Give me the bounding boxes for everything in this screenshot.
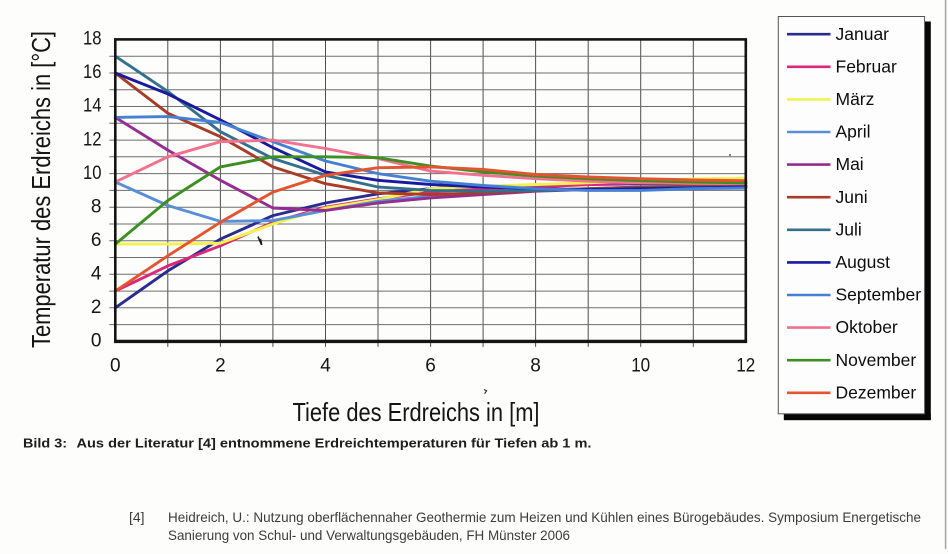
svg-text:Mai: Mai xyxy=(836,154,864,174)
svg-text:2: 2 xyxy=(91,297,102,318)
svg-text:12: 12 xyxy=(736,356,755,377)
svg-text:8: 8 xyxy=(530,356,541,377)
svg-text:Februar: Februar xyxy=(836,56,897,76)
svg-text:14: 14 xyxy=(83,96,102,117)
svg-text:6: 6 xyxy=(91,230,102,251)
svg-text:Juli: Juli xyxy=(836,219,862,239)
svg-text:Januar: Januar xyxy=(836,24,890,44)
svg-text:November: November xyxy=(836,350,917,370)
svg-text:Sanierung von Schul- und Verwa: Sanierung von Schul- und Verwaltungsgebä… xyxy=(168,527,570,543)
svg-text:10: 10 xyxy=(83,163,102,184)
svg-text:Dezember: Dezember xyxy=(836,382,917,402)
svg-text:Temperatur des Erdreichs in [°: Temperatur des Erdreichs in [°C] xyxy=(26,31,56,348)
svg-text:August: August xyxy=(836,252,891,272)
svg-text:0: 0 xyxy=(91,331,102,352)
svg-text:Oktober: Oktober xyxy=(836,317,898,337)
svg-text:4: 4 xyxy=(320,356,331,377)
svg-text:September: September xyxy=(836,285,922,305)
svg-text:2: 2 xyxy=(215,356,226,377)
svg-text:0: 0 xyxy=(110,356,121,377)
svg-text:18: 18 xyxy=(83,29,102,50)
svg-text:12: 12 xyxy=(83,129,102,150)
svg-text:Juni: Juni xyxy=(836,187,868,207)
svg-text:16: 16 xyxy=(83,62,102,83)
svg-text:März: März xyxy=(836,89,875,109)
svg-text:Tiefe des Erdreichs in [m]: Tiefe des Erdreichs in [m] xyxy=(293,397,540,427)
svg-text:4: 4 xyxy=(91,264,102,285)
svg-text:Bild 3:: Bild 3: xyxy=(23,437,67,451)
svg-text:6: 6 xyxy=(425,356,436,377)
svg-text:[4]: [4] xyxy=(129,509,145,525)
svg-text:April: April xyxy=(836,122,871,142)
svg-text:10: 10 xyxy=(631,356,650,377)
svg-text:8: 8 xyxy=(91,196,102,217)
svg-text:Heidreich, U.: Nutzung oberflä: Heidreich, U.: Nutzung oberflächennaher … xyxy=(168,509,921,525)
svg-text:Aus der Literatur [4] entnomme: Aus der Literatur [4] entnommene Erdreic… xyxy=(77,437,592,451)
